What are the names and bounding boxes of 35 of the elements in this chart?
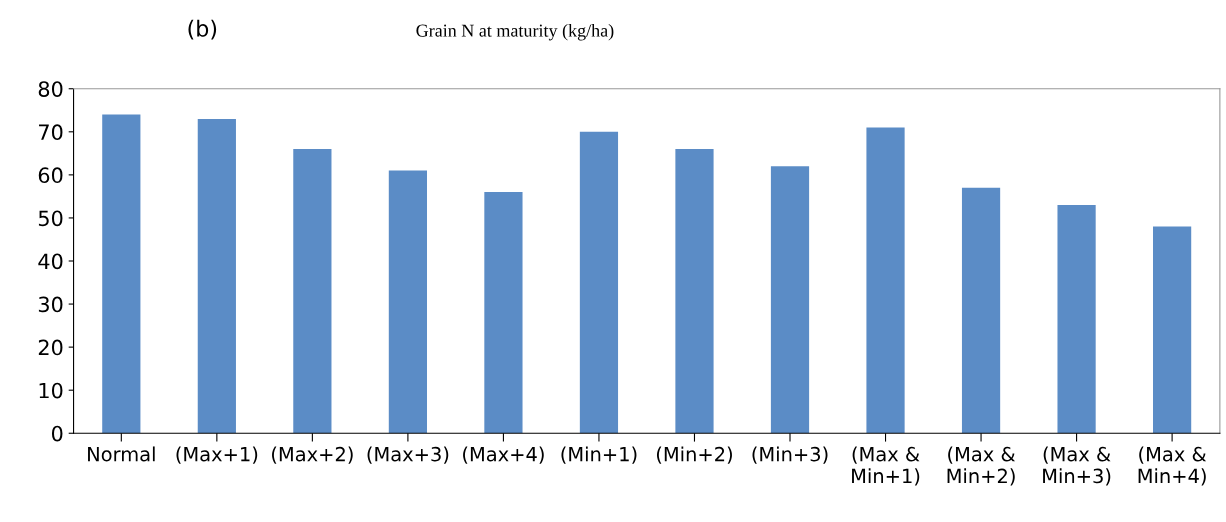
x-tick-label: Normal bbox=[88, 446, 155, 462]
x-tick-label: (Max & Min+2) bbox=[947, 446, 1016, 486]
y-tick-label: 30 bbox=[38, 296, 63, 313]
chart-title: Grain N at maturity (kg/ha) bbox=[416, 24, 614, 41]
x-tick-label: (Max & Min+3) bbox=[1043, 446, 1111, 486]
x-tick-label: (Max+3) bbox=[367, 446, 449, 464]
x-tick-label: (Max & Min+4) bbox=[1138, 446, 1207, 486]
bar bbox=[961, 187, 1001, 434]
bar bbox=[484, 192, 523, 434]
bar bbox=[1057, 205, 1096, 434]
text: (b) bbox=[188, 19, 217, 40]
x-tick-label: (Min+1) bbox=[561, 446, 637, 464]
bar bbox=[388, 170, 428, 434]
bar bbox=[866, 127, 905, 434]
x-tick-label: (Min+2) bbox=[656, 446, 732, 464]
y-tick-label: 50 bbox=[38, 210, 63, 227]
x-tick-label: (Max & Min+1) bbox=[852, 446, 920, 486]
y-tick-label: 60 bbox=[38, 167, 63, 184]
x-tick-label: (Max+1) bbox=[176, 446, 258, 464]
y-tick-label: 0 bbox=[51, 425, 63, 442]
bar bbox=[770, 166, 810, 434]
bar bbox=[197, 118, 236, 434]
bar bbox=[1153, 226, 1192, 434]
y-tick-label: 80 bbox=[38, 81, 63, 97]
y-tick-label: 10 bbox=[39, 382, 63, 399]
x-tick-label: (Min+3) bbox=[752, 446, 828, 464]
bar bbox=[579, 131, 619, 434]
y-tick-label: 20 bbox=[38, 339, 63, 356]
bar bbox=[102, 114, 141, 434]
x-tick-label: (Max+2) bbox=[272, 446, 353, 464]
bar bbox=[675, 149, 714, 434]
x-tick-label: (Max+4) bbox=[463, 446, 544, 464]
y-tick-label: 70 bbox=[39, 124, 63, 141]
bar bbox=[293, 149, 332, 434]
y-tick-label: 40 bbox=[38, 253, 63, 270]
